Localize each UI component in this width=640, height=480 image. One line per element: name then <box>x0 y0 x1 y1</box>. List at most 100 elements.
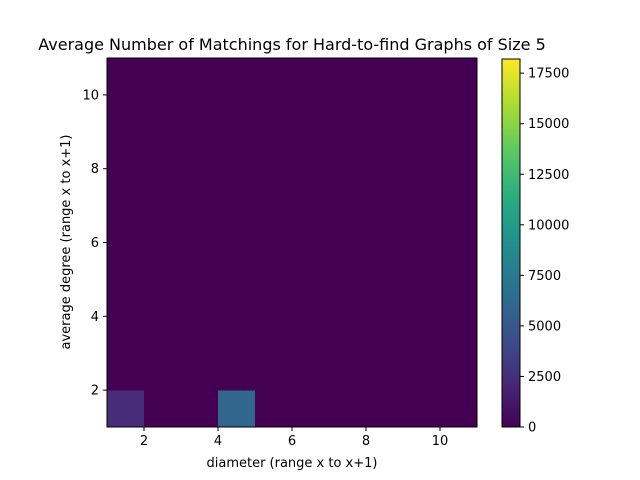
heatmap-cell <box>366 242 404 280</box>
x-tick-label: 4 <box>214 434 222 449</box>
x-axis-label: diameter (range x to x+1) <box>206 456 377 471</box>
heatmap-cell <box>292 205 330 243</box>
heatmap-cell <box>181 205 219 243</box>
colorbar-tick-label: 12500 <box>528 168 569 183</box>
heatmap-cell <box>107 94 145 133</box>
heatmap-cell <box>440 242 478 280</box>
heatmap-cell <box>329 58 367 96</box>
heatmap-cell <box>144 205 182 243</box>
heatmap-cell <box>292 94 330 133</box>
heatmap-cell <box>144 279 182 317</box>
heatmap-cell <box>329 242 367 280</box>
heatmap-cell <box>181 316 219 354</box>
chart-title: Average Number of Matchings for Hard-to-… <box>38 35 546 54</box>
x-axis-ticks: 2 4 6 8 10 <box>140 427 448 449</box>
heatmap-cell <box>255 242 293 280</box>
heatmap-cell <box>181 94 219 133</box>
heatmap-cell <box>366 131 404 170</box>
heatmap-cell <box>440 168 478 206</box>
colorbar-tick-label: 0 <box>528 421 536 436</box>
x-tick-label: 10 <box>432 434 449 449</box>
heatmap-cell <box>329 279 367 317</box>
colorbar <box>501 58 521 428</box>
heatmap-cell <box>403 131 441 170</box>
heatmap-cell <box>403 242 441 280</box>
heatmap-cell <box>255 316 293 354</box>
heatmap-cell <box>255 353 293 391</box>
heatmap-cell <box>218 168 256 206</box>
heatmap-cell <box>107 279 145 317</box>
y-axis-ticks: 2 4 6 8 10 <box>82 88 107 399</box>
heatmap-cell <box>218 242 256 280</box>
colorbar-tick-label: 17500 <box>528 67 569 82</box>
x-tick-label: 8 <box>362 434 370 449</box>
heatmap-cell <box>403 353 441 391</box>
heatmap-cell <box>440 58 478 96</box>
heatmap-cell <box>403 205 441 243</box>
heatmap-cell <box>292 390 330 428</box>
heatmap-cell <box>144 94 182 133</box>
heatmap-cell <box>107 353 145 391</box>
heatmap-cell <box>181 353 219 391</box>
heatmap-cell <box>292 58 330 96</box>
heatmap-cell <box>255 390 293 428</box>
heatmap-cell <box>144 58 182 96</box>
heatmap-cell <box>440 353 478 391</box>
heatmap-cell <box>366 58 404 96</box>
heatmap-cell <box>144 131 182 170</box>
y-tick-label: 8 <box>91 162 99 177</box>
heatmap-cell <box>144 242 182 280</box>
colorbar-ticks: 0 2500 5000 7500 10000 12500 15000 17500 <box>520 67 569 436</box>
heatmap-cell <box>218 316 256 354</box>
heatmap-cell <box>329 353 367 391</box>
y-tick-label: 6 <box>91 236 99 251</box>
x-tick-label: 6 <box>288 434 296 449</box>
y-tick-label: 4 <box>91 310 99 325</box>
heatmap-cell <box>366 168 404 206</box>
heatmap-cell <box>440 94 478 133</box>
heatmap-cell <box>366 353 404 391</box>
y-axis-label: average degree (range x to x+1) <box>59 135 74 350</box>
heatmap-cell <box>181 58 219 96</box>
heatmap-cell <box>181 279 219 317</box>
heatmap-cell <box>107 205 145 243</box>
heatmap-cell <box>218 353 256 391</box>
heatmap-cell <box>292 131 330 170</box>
x-tick-label: 2 <box>140 434 148 449</box>
heatmap-cell <box>107 390 145 428</box>
heatmap-cell <box>292 353 330 391</box>
colorbar-tick-label: 7500 <box>528 269 561 284</box>
heatmap-cell <box>218 94 256 133</box>
colorbar-tick-label: 2500 <box>528 370 561 385</box>
heatmap-cell <box>329 131 367 170</box>
heatmap-cell <box>255 94 293 133</box>
heatmap-cell <box>218 390 256 428</box>
heatmap-cell <box>255 205 293 243</box>
heatmap-cell <box>218 131 256 170</box>
y-tick-label: 2 <box>91 384 99 399</box>
heatmap-cell <box>403 390 441 428</box>
colorbar-tick-label: 10000 <box>528 218 569 233</box>
heatmap-cell <box>440 316 478 354</box>
heatmap-cell <box>440 205 478 243</box>
heatmap-cell <box>329 168 367 206</box>
heatmap-cell <box>218 58 256 96</box>
heatmap-cell <box>107 242 145 280</box>
heatmap-cell <box>366 279 404 317</box>
colorbar-tick-label: 5000 <box>528 319 561 334</box>
heatmap-cell <box>329 205 367 243</box>
heatmap-cell <box>255 131 293 170</box>
heatmap-cell <box>218 279 256 317</box>
heatmap-cell <box>403 94 441 133</box>
heatmap-cell <box>329 316 367 354</box>
heatmap-cell <box>181 390 219 428</box>
heatmap-cell <box>255 279 293 317</box>
heatmap-cell <box>107 131 145 170</box>
heatmap-cell <box>144 353 182 391</box>
heatmap-cell <box>366 316 404 354</box>
heatmap-cell <box>107 58 145 96</box>
heatmap-cell <box>107 316 145 354</box>
heatmap-cells <box>107 58 478 428</box>
heatmap-cell <box>144 390 182 428</box>
